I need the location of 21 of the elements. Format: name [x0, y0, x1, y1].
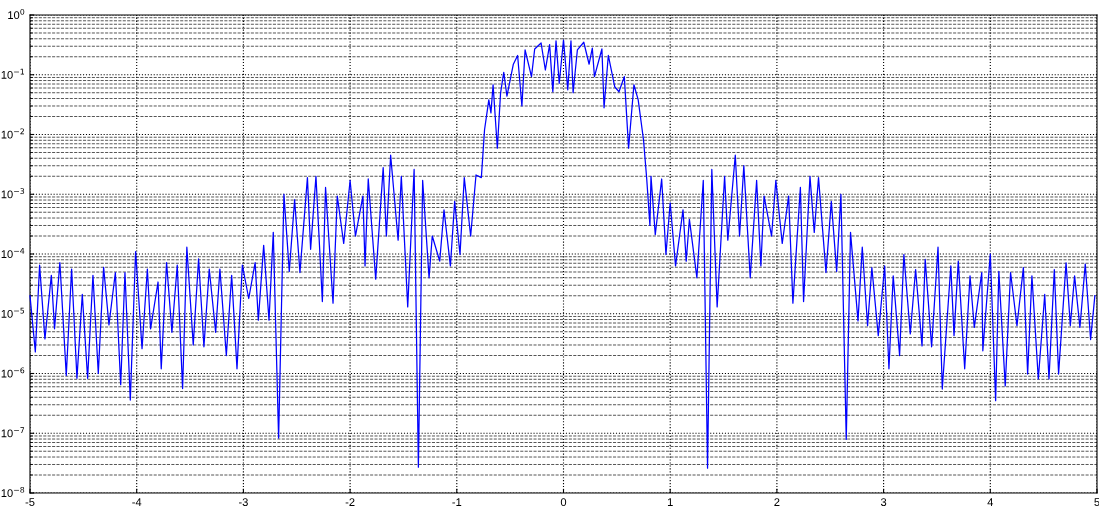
x-tick-label: 1: [667, 498, 673, 506]
line-series: [29, 39, 1096, 469]
x-tick-label: -2: [345, 498, 355, 506]
y-tick-label: 10$^{0}$: [8, 8, 25, 20]
x-tick-label: 0: [560, 498, 567, 507]
x-tick-label: 3: [880, 498, 887, 507]
x-tick-label: 2: [774, 498, 780, 506]
y-tick-label: 10$^{−1}$: [1, 68, 25, 79]
x-tick-label: -4: [132, 498, 142, 506]
x-tick-label: 4: [987, 498, 994, 506]
y-tick-label: 10$^{−3}$: [1, 188, 25, 199]
x-tick-label: -1: [452, 498, 462, 506]
x-tick-label: -5: [25, 498, 35, 507]
x-tick-label: 5: [1094, 498, 1099, 507]
y-tick-label: 10$^{−6}$: [1, 367, 25, 378]
y-tick-label: 10$^{−8}$: [1, 486, 25, 498]
x-tick-label: -3: [238, 498, 248, 507]
y-tick-label: 10$^{−4}$: [1, 248, 25, 259]
y-tick-label: 10$^{−7}$: [1, 427, 25, 438]
y-tick-label: 10$^{−5}$: [1, 307, 25, 318]
y-tick-label: 10$^{−2}$: [1, 128, 24, 139]
